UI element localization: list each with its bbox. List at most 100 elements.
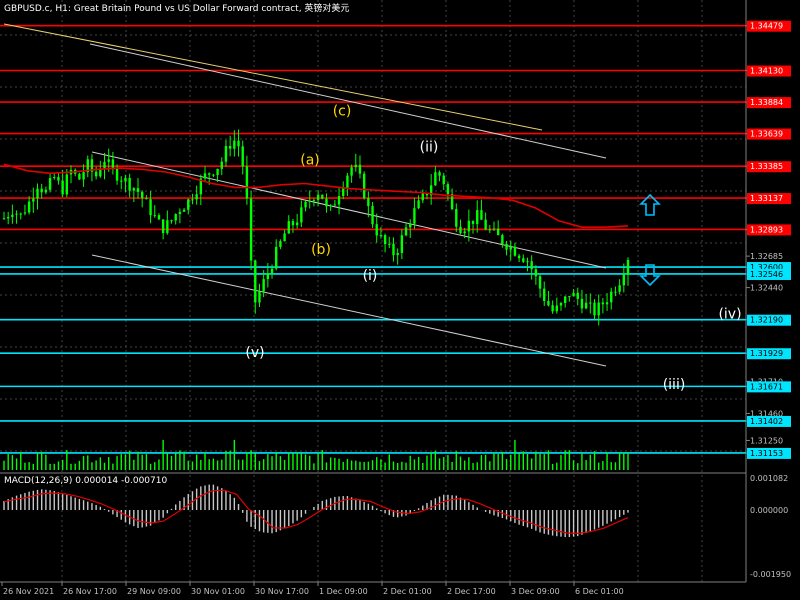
price-axis: 1.34479 1.34130 1.33884 1.33639 1.33385 1.331… — [746, 20, 791, 459]
time-tick-label: 29 Nov 09:00 — [127, 587, 181, 596]
price-tag-label: 1.32893 — [750, 225, 783, 234]
trendline-upper-channel[interactable] — [89, 43, 607, 159]
candle-body — [392, 243, 395, 256]
candle-body — [618, 285, 621, 292]
candle-body — [488, 229, 491, 231]
trendline-mid-channel[interactable] — [91, 151, 607, 269]
candle-body — [208, 173, 211, 175]
candle-body — [36, 188, 39, 199]
trendline-yellow[interactable] — [3, 23, 543, 131]
candle-body — [283, 233, 286, 242]
candle-body — [362, 173, 366, 199]
time-tick-label: 30 Nov 01:00 — [191, 587, 245, 596]
candle-body — [245, 166, 249, 199]
candle-body — [195, 194, 198, 200]
candle-body — [505, 243, 508, 250]
candle-body — [379, 235, 383, 237]
candle-body — [27, 201, 31, 213]
candle-body — [513, 246, 517, 256]
candle-body — [367, 198, 370, 207]
wave-label: (i) — [363, 268, 378, 284]
candle-body — [400, 235, 404, 253]
candle-body — [82, 172, 85, 180]
candle-body — [601, 302, 605, 305]
candle-body — [153, 215, 156, 217]
candle-body — [626, 260, 630, 275]
price-tag-box — [747, 381, 791, 393]
candle-body — [438, 172, 441, 176]
price-tag-box — [747, 161, 791, 173]
arrow-up-icon — [639, 193, 661, 216]
price-tag-label: 1.33137 — [750, 194, 783, 203]
price-tag-label: 1.33385 — [750, 162, 783, 171]
price-tag-label: 1.31153 — [750, 449, 783, 458]
candle-body — [555, 305, 559, 312]
candle-body — [187, 199, 190, 210]
candle-body — [568, 296, 571, 298]
candle-body — [476, 210, 479, 224]
candle-body — [580, 298, 584, 309]
candle-body — [157, 215, 161, 220]
price-tag-box — [747, 224, 791, 236]
price-tag-label: 1.34479 — [750, 22, 783, 31]
candle-body — [597, 302, 600, 316]
trendline-lower-channel[interactable] — [91, 254, 607, 367]
candle-body — [517, 255, 521, 259]
macd-tick-label: 0.001082 — [750, 474, 788, 483]
macd-axis: 0.001082 0.000000 -0.001950 — [750, 474, 791, 579]
price-tag-box — [747, 314, 791, 326]
candle-body — [161, 219, 165, 234]
candle-body — [413, 208, 416, 224]
candle-body — [23, 212, 27, 214]
candle-body — [132, 188, 136, 191]
price-tag-label: 1.33884 — [750, 98, 783, 107]
price-tag-box — [747, 128, 791, 140]
wave-label: (c) — [333, 103, 352, 119]
candle-body — [429, 185, 433, 196]
candle-body — [128, 177, 131, 191]
candle-body — [216, 168, 219, 175]
candle-body — [547, 301, 550, 306]
candle-body — [467, 220, 471, 232]
time-tick-label: 1 Dec 09:00 — [319, 587, 368, 596]
macd-title: MACD(12,26,9) 0.000014 -0.000710 — [4, 476, 168, 486]
price-tag-label: 1.31929 — [750, 349, 783, 358]
candle-body — [346, 175, 349, 188]
candle-body — [471, 220, 475, 224]
candle-body — [174, 214, 177, 221]
wave-label: (iv) — [718, 306, 741, 322]
candle-body — [589, 302, 592, 304]
chart-grid — [0, 0, 746, 582]
candle-body — [6, 216, 10, 219]
macd-tick-label: -0.001950 — [750, 570, 791, 579]
candle-body — [78, 173, 81, 180]
candle-body — [409, 223, 412, 228]
price-tick-label: 1.31460 — [750, 409, 783, 418]
candle-body — [90, 159, 94, 172]
trendlines — [3, 23, 607, 367]
wave-label: (v) — [245, 345, 264, 361]
time-tick-label: 26 Nov 17:00 — [63, 587, 117, 596]
price-tick-label: 1.32685 — [750, 252, 783, 261]
price-tag-label: 1.32546 — [750, 270, 783, 279]
candle-body — [270, 268, 274, 274]
candle-body — [442, 175, 445, 185]
candle-body — [94, 171, 98, 177]
time-tick-label: 6 Dec 01:00 — [575, 587, 624, 596]
candle-body — [501, 235, 504, 244]
candle-body — [526, 261, 529, 263]
wave-label: (a) — [300, 152, 320, 168]
candle-body — [178, 211, 182, 215]
candle-body — [417, 200, 420, 209]
time-axis: 26 Nov 2021 26 Nov 17:00 29 Nov 09:00 30 No… — [1, 582, 624, 596]
price-tick-label: 1.31250 — [750, 436, 783, 445]
candle-body — [53, 177, 56, 179]
candle-body — [86, 159, 89, 173]
candle-body — [40, 188, 43, 193]
candle-body — [44, 189, 48, 193]
candle-body — [141, 191, 144, 199]
candle-body — [492, 228, 496, 230]
candle-body — [325, 198, 328, 207]
candle-body — [337, 196, 341, 205]
